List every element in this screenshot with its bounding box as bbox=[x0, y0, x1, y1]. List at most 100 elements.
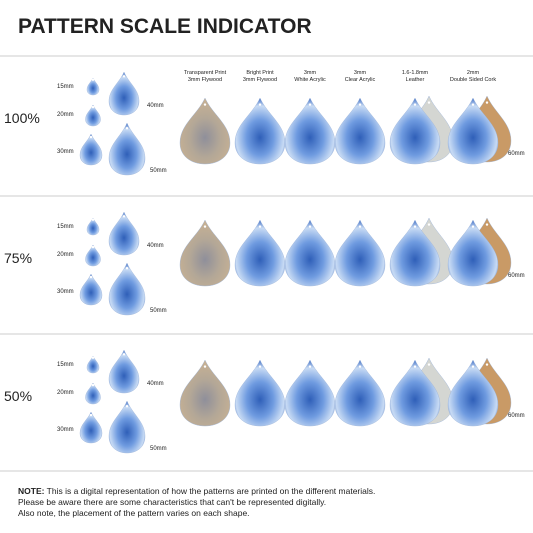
size-label: 30mm bbox=[57, 289, 74, 295]
size-label: 50mm bbox=[150, 308, 167, 314]
size-label: 40mm bbox=[147, 381, 164, 387]
hole bbox=[358, 225, 362, 228]
hole bbox=[413, 225, 417, 228]
size-sample bbox=[79, 411, 103, 444]
hole bbox=[413, 103, 417, 106]
material-sample bbox=[234, 219, 286, 287]
material-label: 3mm bbox=[354, 70, 367, 76]
hole bbox=[91, 218, 95, 221]
hole bbox=[413, 365, 417, 368]
material-sample bbox=[234, 97, 286, 165]
note-line: Also note, the placement of the pattern … bbox=[18, 508, 250, 518]
hole bbox=[91, 383, 95, 387]
hole bbox=[258, 365, 262, 368]
size-sample bbox=[108, 211, 140, 256]
hole bbox=[89, 135, 93, 139]
material-label: Clear Acrylic bbox=[345, 77, 376, 83]
hole bbox=[91, 245, 95, 249]
material-label: Bright Print bbox=[246, 70, 274, 76]
material-sample bbox=[447, 219, 499, 287]
material-sample bbox=[179, 359, 231, 427]
material-sample bbox=[447, 359, 499, 427]
hole bbox=[471, 225, 475, 228]
hole bbox=[427, 363, 431, 366]
separators bbox=[0, 55, 533, 472]
scale-label: 75% bbox=[4, 250, 32, 266]
size-label: 60mm bbox=[508, 273, 525, 279]
hole bbox=[89, 413, 93, 417]
material-sample bbox=[334, 97, 386, 165]
hole bbox=[125, 405, 129, 408]
size-sample bbox=[86, 77, 100, 96]
material-sample bbox=[179, 219, 231, 287]
size-sample bbox=[79, 273, 103, 306]
material-sample bbox=[389, 359, 441, 427]
size-label: 20mm bbox=[57, 390, 74, 396]
material-label: 2mm bbox=[467, 70, 480, 76]
hole bbox=[358, 365, 362, 368]
size-label: 40mm bbox=[147, 243, 164, 249]
hole bbox=[308, 225, 312, 228]
size-label: 15mm bbox=[57, 84, 74, 90]
size-sample bbox=[108, 71, 140, 116]
scale-label: 100% bbox=[4, 110, 40, 126]
hole bbox=[203, 225, 207, 228]
material-label: 3mm Flywood bbox=[188, 77, 222, 83]
hole bbox=[91, 105, 95, 109]
material-label: Transparent Print bbox=[184, 70, 227, 76]
size-sample bbox=[85, 382, 101, 405]
size-label: 15mm bbox=[57, 224, 74, 230]
note-line: Please be aware there are some character… bbox=[18, 497, 326, 507]
material-sample bbox=[284, 97, 336, 165]
material-label: White Acrylic bbox=[294, 77, 326, 83]
hole bbox=[427, 223, 431, 226]
size-sample bbox=[108, 262, 146, 316]
size-label: 50mm bbox=[150, 168, 167, 174]
scale-label: 50% bbox=[4, 388, 32, 404]
material-sample bbox=[284, 219, 336, 287]
note-text: This is a digital representation of how … bbox=[47, 486, 376, 496]
hole bbox=[122, 75, 126, 78]
hole bbox=[308, 365, 312, 368]
size-sample bbox=[108, 400, 146, 454]
size-sample bbox=[108, 349, 140, 394]
material-sample bbox=[334, 359, 386, 427]
hole bbox=[122, 353, 126, 356]
size-sample bbox=[86, 217, 100, 236]
hole bbox=[471, 103, 475, 106]
material-label: 3mm Flywood bbox=[243, 77, 277, 83]
size-sample bbox=[108, 122, 146, 176]
note-lead: NOTE: bbox=[18, 486, 45, 496]
material-label: Double Sided Cork bbox=[450, 77, 496, 83]
size-sample bbox=[86, 355, 100, 374]
hole bbox=[485, 223, 489, 226]
hole bbox=[358, 103, 362, 106]
size-label: 60mm bbox=[508, 151, 525, 157]
size-label: 60mm bbox=[508, 413, 525, 419]
material-sample bbox=[334, 219, 386, 287]
title: PATTERN SCALE INDICATOR bbox=[18, 15, 312, 38]
size-label: 40mm bbox=[147, 103, 164, 109]
hole bbox=[258, 225, 262, 228]
note-line: NOTE: This is a digital representation o… bbox=[18, 486, 375, 496]
material-sample bbox=[389, 97, 441, 165]
size-sample bbox=[85, 244, 101, 267]
hole bbox=[485, 363, 489, 366]
material-label: 3mm bbox=[304, 70, 317, 76]
hole bbox=[308, 103, 312, 106]
hole bbox=[203, 365, 207, 368]
size-sample bbox=[85, 104, 101, 127]
material-label: Leather bbox=[406, 77, 425, 83]
material-sample bbox=[447, 97, 499, 165]
hole bbox=[91, 356, 95, 359]
hole bbox=[89, 275, 93, 279]
hole bbox=[427, 101, 431, 104]
size-label: 50mm bbox=[150, 446, 167, 452]
size-label: 30mm bbox=[57, 149, 74, 155]
hole bbox=[125, 267, 129, 270]
size-label: 15mm bbox=[57, 362, 74, 368]
size-label: 30mm bbox=[57, 427, 74, 433]
hole bbox=[203, 103, 207, 106]
material-label: 1.6-1.8mm bbox=[402, 70, 429, 76]
size-label: 20mm bbox=[57, 112, 74, 118]
